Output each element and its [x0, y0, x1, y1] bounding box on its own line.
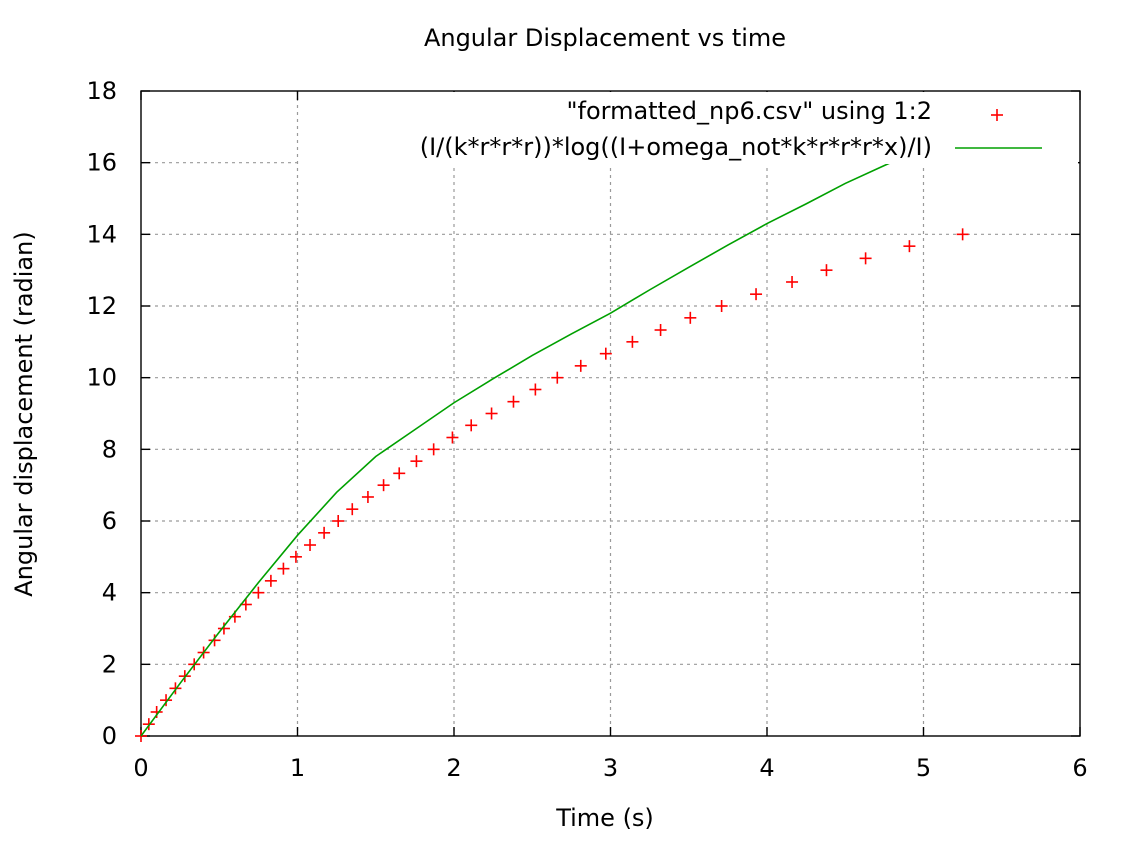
data-point: [446, 431, 459, 444]
legend-marker-data-points: [991, 109, 1003, 121]
data-point: [956, 228, 969, 241]
data-point: [289, 550, 302, 563]
x-ticks: 0 1 2 3 4 5 6: [133, 91, 1088, 782]
y-tick-label: 4: [102, 579, 117, 607]
legend-label-data-points: "formatted_np6.csv" using 1:2: [566, 97, 932, 125]
data-point: [903, 240, 916, 253]
series-points-data: [135, 228, 969, 742]
data-point: [465, 419, 478, 432]
data-point: [574, 359, 587, 372]
data-point: [529, 383, 542, 396]
data-point: [507, 395, 520, 408]
legend-label-fit-curve: (I/(k*r*r*r))*log((I+omega_not*k*r*r*r*x…: [420, 133, 932, 161]
data-point: [750, 288, 763, 301]
data-point: [715, 300, 728, 312]
y-tick-label: 12: [86, 292, 117, 320]
data-point: [599, 347, 612, 360]
x-axis-label: Time (s): [555, 804, 654, 832]
y-tick-label: 8: [102, 435, 117, 463]
grid: [141, 91, 1080, 736]
data-point: [332, 515, 345, 527]
data-point: [485, 407, 498, 420]
legend: "formatted_np6.csv" using 1:2 (I/(k*r*r*…: [300, 92, 1078, 164]
data-point: [346, 503, 359, 516]
chart-title: Angular Displacement vs time: [424, 24, 786, 52]
data-point: [427, 443, 440, 456]
x-tick-label: 5: [916, 754, 931, 782]
x-tick-label: 4: [759, 754, 774, 782]
y-axis-label: Angular displacement (radian): [10, 231, 38, 596]
x-tick-label: 0: [133, 754, 148, 782]
y-tick-label: 0: [102, 722, 117, 750]
legend-background: [300, 92, 1078, 164]
data-point: [786, 275, 799, 288]
y-tick-label: 16: [86, 149, 117, 177]
data-point: [361, 490, 374, 503]
data-point: [217, 622, 230, 635]
data-point: [264, 574, 277, 587]
data-point: [393, 467, 406, 480]
data-point: [626, 335, 639, 348]
series-layer: [135, 129, 969, 742]
data-point: [277, 562, 290, 575]
x-tick-label: 6: [1072, 754, 1087, 782]
data-point: [654, 324, 667, 337]
y-tick-label: 18: [86, 77, 117, 105]
data-point: [551, 371, 564, 384]
data-point: [410, 455, 423, 468]
y-tick-label: 14: [86, 220, 117, 248]
data-point: [820, 264, 833, 277]
x-tick-label: 3: [603, 754, 618, 782]
x-tick-label: 1: [290, 754, 305, 782]
data-point: [208, 634, 221, 647]
data-point: [859, 252, 872, 265]
plot-frame: [140, 90, 1081, 737]
data-point: [304, 539, 317, 552]
series-line-fit-curve: [140, 129, 963, 737]
y-ticks: 0 2 4 6 8 10 12 14 16 18: [86, 77, 1080, 750]
x-tick-label: 2: [446, 754, 461, 782]
y-tick-label: 2: [102, 650, 117, 678]
legend-marker-plus: [991, 109, 1003, 121]
data-point: [252, 586, 265, 599]
data-point: [684, 311, 697, 324]
data-point: [160, 694, 173, 707]
data-point: [377, 479, 390, 492]
y-tick-label: 6: [102, 507, 117, 535]
y-tick-label: 10: [86, 364, 117, 392]
data-point: [318, 526, 331, 539]
